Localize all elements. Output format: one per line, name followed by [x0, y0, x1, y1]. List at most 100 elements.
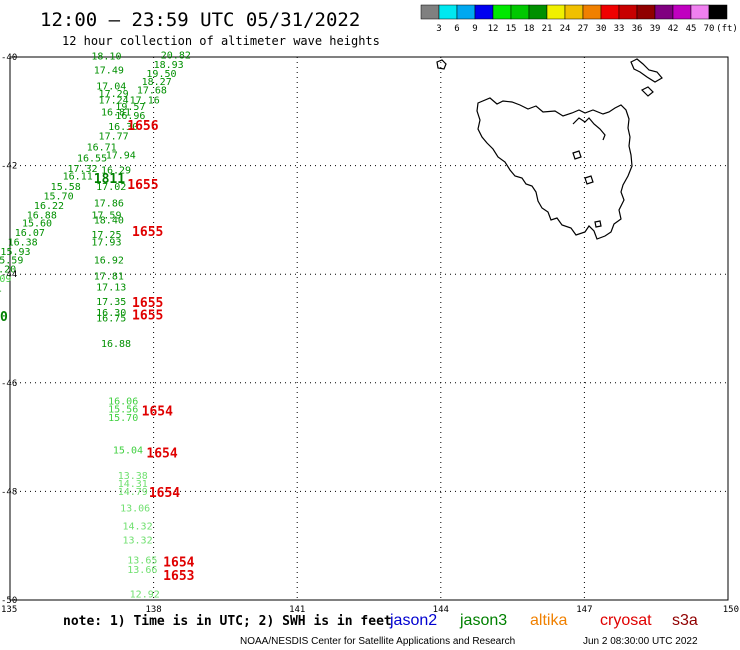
- legend-label: 36: [632, 24, 643, 34]
- wave-height-label: 17.13: [96, 282, 126, 293]
- latitude-label: -40: [1, 53, 17, 63]
- legend-label: 3: [436, 24, 441, 34]
- wave-height-label: 17.25: [91, 230, 121, 241]
- wave-height-label: 17.16: [130, 96, 160, 107]
- wave-height-label: 18.27: [142, 77, 172, 88]
- legend-swatch: [564, 4, 584, 20]
- wave-height-label: 15.60: [22, 218, 52, 229]
- pass-time-labels: 1656181116551655181016551655180916541654…: [0, 119, 195, 584]
- longitude-label: 150: [723, 605, 739, 615]
- wave-height-label: 15.59: [0, 255, 23, 266]
- wave-height-label: 17.81: [94, 272, 124, 283]
- legend-swatch: [492, 4, 512, 20]
- wave-height-label: 17.32: [67, 164, 97, 175]
- wave-height-label: 16.07: [15, 228, 45, 239]
- wave-height-label: 16.81: [101, 108, 131, 119]
- wave-height-label: 18.10: [91, 52, 121, 63]
- satellite-jason3: jason3: [459, 612, 507, 629]
- wave-height-label: 16.96: [115, 111, 145, 122]
- satellite-cryosat: cryosat: [600, 612, 652, 629]
- cape-barren-island: [640, 86, 654, 97]
- wave-height-label: 17.59: [91, 210, 121, 221]
- wave-height-label: 17.24: [99, 96, 129, 107]
- legend-label: 15: [506, 24, 517, 34]
- latitude-label: -50: [1, 596, 17, 606]
- wave-height-label: 15.70: [44, 191, 74, 202]
- pass-time-label: 1655: [132, 308, 163, 323]
- legend-label: (ft): [716, 24, 738, 34]
- longitude-label: 141: [289, 605, 305, 615]
- wave-height-label: 13.06: [120, 503, 150, 514]
- latitude-label: -48: [1, 487, 17, 497]
- legend-label: 39: [650, 24, 661, 34]
- flinders-island: [630, 58, 663, 83]
- tasmania-main-island: [476, 97, 633, 240]
- legend-swatch: [654, 4, 674, 20]
- wave-height-label: 19.57: [115, 102, 145, 113]
- legend-label: 27: [578, 24, 589, 34]
- map-subtitle: 12 hour collection of altimeter wave hei…: [62, 34, 380, 48]
- legend-swatch: [708, 4, 728, 20]
- wave-height-label: 15.20: [0, 265, 16, 276]
- legend-label: 9: [472, 24, 477, 34]
- wave-height-label: 16.55: [77, 153, 107, 164]
- wave-height-label: 16.88: [101, 339, 131, 350]
- wave-height-label: 14.31: [118, 479, 148, 490]
- legend-label: 70: [704, 24, 715, 34]
- wave-height-label: 17.94: [106, 151, 136, 162]
- pass-time-label: 1655: [127, 178, 158, 193]
- wave-height-label: 15.93: [0, 247, 30, 258]
- wave-height-label: 18.93: [154, 60, 184, 71]
- latitude-label: -44: [1, 270, 17, 280]
- wave-height-label: 17.35: [96, 297, 126, 308]
- legend-swatch: [474, 4, 494, 20]
- legend-swatch: [510, 4, 530, 20]
- wave-height-label: 13.65: [127, 556, 157, 567]
- legend-swatch: [456, 4, 476, 20]
- pass-time-label: 1654: [142, 404, 173, 419]
- legend-swatch: [582, 4, 602, 20]
- legend-swatch: [420, 4, 440, 20]
- map-title: 12:00 — 23:59 UTC 05/31/2022: [40, 9, 360, 31]
- pass-time-label: 1655: [132, 225, 163, 240]
- pass-time-label: 1810: [0, 310, 8, 325]
- wave-height-label: 15.01: [0, 284, 2, 295]
- wave-height-label: 16.30: [96, 308, 126, 319]
- legend-label: 21: [542, 24, 553, 34]
- wave-height-label: 16.29: [101, 166, 131, 177]
- wave-height-label: 14.79: [118, 487, 148, 498]
- wave-height-label: 14.32: [122, 521, 152, 532]
- legend-swatch: [546, 4, 566, 20]
- pass-time-label: 1656: [127, 119, 158, 134]
- legend-swatch: [618, 4, 638, 20]
- wave-height-label: 15.58: [51, 182, 81, 193]
- legend-label: 45: [686, 24, 697, 34]
- wave-height-label: 17.04: [96, 82, 126, 93]
- wave-height-label: 13.38: [118, 471, 148, 482]
- wave-height-label: 13.66: [127, 565, 157, 576]
- wave-height-label: 17.86: [94, 198, 124, 209]
- latitude-label: -42: [1, 162, 17, 172]
- wave-height-label: 19.50: [146, 69, 176, 80]
- wave-height-color-scale: [420, 4, 728, 20]
- satellite-legend: jason2 jason3 altika cryosat s3a: [389, 612, 698, 629]
- satellite-altika: altika: [530, 612, 567, 629]
- wave-height-label: 16.30: [108, 122, 138, 133]
- islet-2: [584, 175, 594, 185]
- wave-height-label: 16.92: [94, 255, 124, 266]
- legend-label: 18: [524, 24, 535, 34]
- pass-time-label: 1811: [94, 172, 125, 187]
- wave-height-label: 17.77: [99, 132, 129, 143]
- wave-height-label: 12.92: [130, 589, 160, 600]
- wave-height-label: 20.82: [161, 51, 191, 62]
- longitude-label: 147: [576, 605, 592, 615]
- satellite-jason2: jason2: [389, 612, 437, 629]
- wave-height-label: 17.93: [91, 237, 121, 248]
- wave-height-label: 14.09: [0, 274, 11, 285]
- wave-height-label: 16.71: [87, 142, 117, 153]
- latitude-label: -46: [1, 379, 17, 389]
- wave-height-label: 16.75: [96, 313, 126, 324]
- footer-note: note: 1) Time is in UTC; 2) SWH is in fe…: [63, 614, 392, 629]
